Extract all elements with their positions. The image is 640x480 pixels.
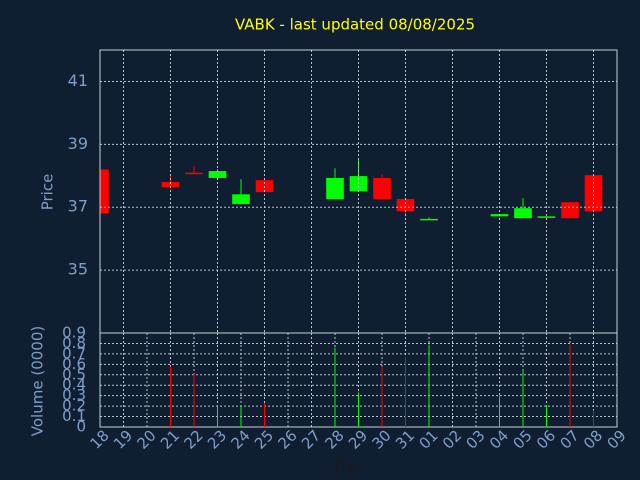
candle-body (514, 208, 532, 219)
candle-body (185, 172, 203, 175)
y-tick-label: 41 (68, 71, 88, 90)
candle-body (537, 216, 556, 218)
y2-tick-label: 0.9 (62, 324, 86, 342)
candle-body (373, 177, 391, 200)
y2-tick-label: 0.5 (62, 365, 86, 383)
y2-tick-label: 0.4 (62, 376, 86, 394)
candle-body (100, 169, 109, 214)
candle-body (161, 182, 180, 188)
y-axis-label: Price (39, 174, 57, 211)
candle-body (561, 202, 579, 219)
candle-body (584, 175, 603, 212)
y2-axis-label: Volume (0000) (29, 326, 47, 436)
y2-tick-label: 0.1 (62, 407, 86, 425)
y2-tick-label: 0.2 (62, 397, 86, 415)
y2-tick-label: 0.3 (62, 386, 86, 404)
candle-body (420, 218, 438, 221)
chart-title: VABK - last updated 08/08/2025 (235, 16, 475, 34)
y2-tick-label: 0.6 (62, 355, 86, 373)
price-panel (100, 160, 603, 221)
y-tick-label: 39 (68, 134, 88, 153)
x-axis-label: Day (334, 459, 362, 475)
y-tick-label: 37 (68, 197, 88, 216)
candle-body (232, 194, 250, 205)
y-tick-label: 35 (68, 260, 88, 279)
y2-tick-label: 0.8 (62, 334, 86, 352)
y2-tick-label: 0 (76, 418, 86, 436)
candle-body (326, 177, 344, 200)
y2-tick-label: 0.7 (62, 344, 86, 362)
candle-body (396, 199, 415, 212)
